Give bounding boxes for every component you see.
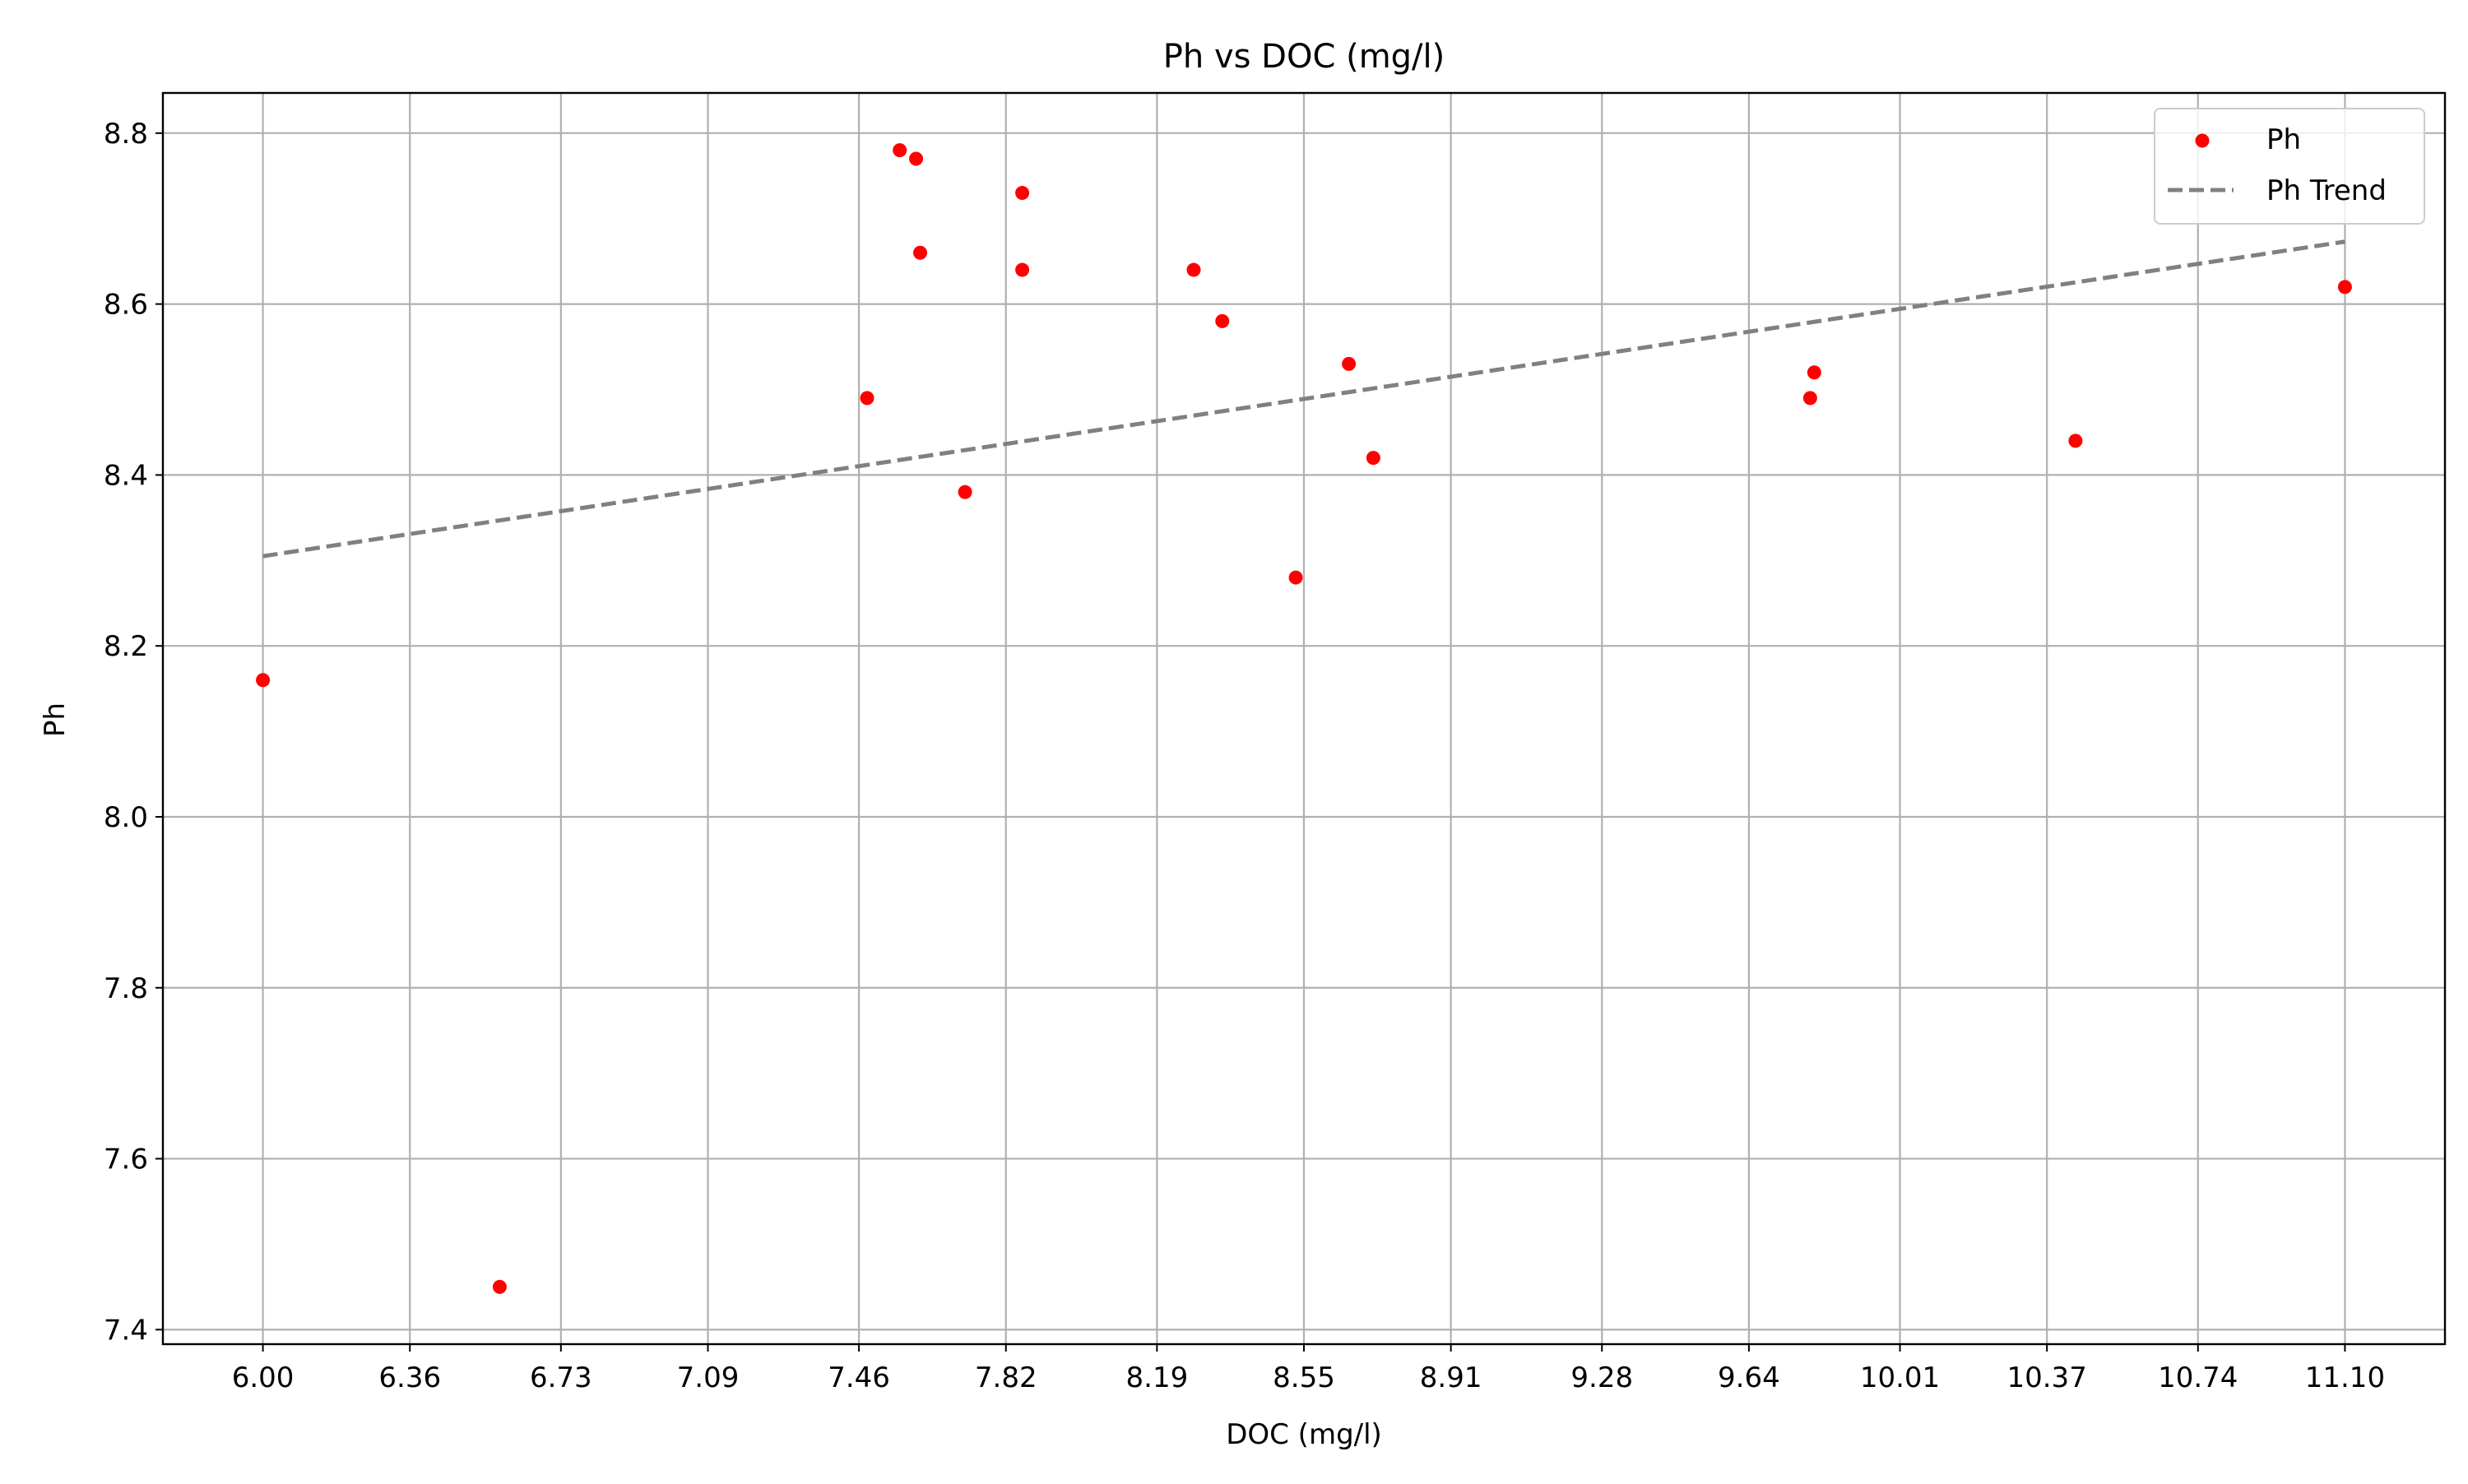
- data-point: [913, 245, 928, 260]
- y-axis-label: Ph: [39, 703, 72, 737]
- legend-label-ph-trend: Ph Trend: [2266, 174, 2387, 207]
- legend-label-ph: Ph: [2266, 123, 2301, 156]
- y-tick-label: 8.2: [104, 630, 148, 663]
- x-tick-label: 9.28: [1570, 1361, 1633, 1394]
- x-tick-label: 7.82: [975, 1361, 1037, 1394]
- y-tick-label: 8.0: [104, 801, 148, 834]
- data-point: [1186, 262, 1201, 277]
- data-point: [1015, 262, 1030, 277]
- data-point: [893, 143, 907, 158]
- legend-box: [2154, 108, 2425, 225]
- axes: [155, 91, 2447, 1352]
- x-axis-label: DOC (mg/l): [1226, 1418, 1382, 1451]
- data-point: [1288, 570, 1303, 585]
- legend: Ph Ph Trend: [2154, 108, 2425, 225]
- data-point: [958, 485, 972, 499]
- x-tick-label: 11.10: [2305, 1361, 2385, 1394]
- data-point: [1215, 313, 1230, 328]
- data-point: [1807, 365, 1821, 380]
- legend-marker-ph: [2195, 133, 2210, 148]
- data-point: [909, 151, 924, 166]
- trend-line: [262, 239, 2345, 559]
- x-tick-label: 6.73: [530, 1361, 592, 1394]
- x-tick-label: 8.19: [1126, 1361, 1189, 1394]
- chart-title: Ph vs DOC (mg/l): [1163, 38, 1445, 76]
- grid-lines: [163, 93, 2445, 1344]
- plot-series: [256, 143, 2352, 1294]
- x-tick-label: 10.37: [2006, 1361, 2086, 1394]
- data-point: [1342, 356, 1357, 371]
- data-point: [1802, 391, 1817, 406]
- data-point: [1366, 451, 1380, 466]
- data-point: [492, 1279, 507, 1294]
- x-tick-label: 9.64: [1718, 1361, 1780, 1394]
- y-tick-label: 7.8: [104, 972, 148, 1005]
- y-tick-label: 7.6: [104, 1143, 148, 1176]
- x-tick-label: 6.36: [378, 1361, 441, 1394]
- x-tick-label: 8.55: [1273, 1361, 1335, 1394]
- x-tick-label: 10.01: [1860, 1361, 1940, 1394]
- data-point: [860, 391, 874, 406]
- x-tick-label: 8.91: [1420, 1361, 1482, 1394]
- plot-area-frame: [161, 91, 2447, 1346]
- data-point: [2337, 280, 2352, 294]
- data-point: [2068, 434, 2083, 448]
- x-tick-label: 6.00: [232, 1361, 295, 1394]
- y-tick-label: 7.4: [104, 1314, 148, 1347]
- y-tick-label: 8.6: [104, 289, 148, 322]
- x-tick-label: 7.09: [677, 1361, 740, 1394]
- y-tick-label: 8.8: [104, 118, 148, 151]
- data-point: [1015, 186, 1030, 201]
- x-tick-label: 7.46: [828, 1361, 890, 1394]
- y-tick-label: 8.4: [104, 459, 148, 492]
- x-tick-label: 10.74: [2158, 1361, 2238, 1394]
- tick-labels: 6.00 6.36 6.73 7.09 7.46 7.82 8.19 8.55 8.91 9.28…: [104, 118, 2385, 1394]
- data-point: [256, 673, 271, 688]
